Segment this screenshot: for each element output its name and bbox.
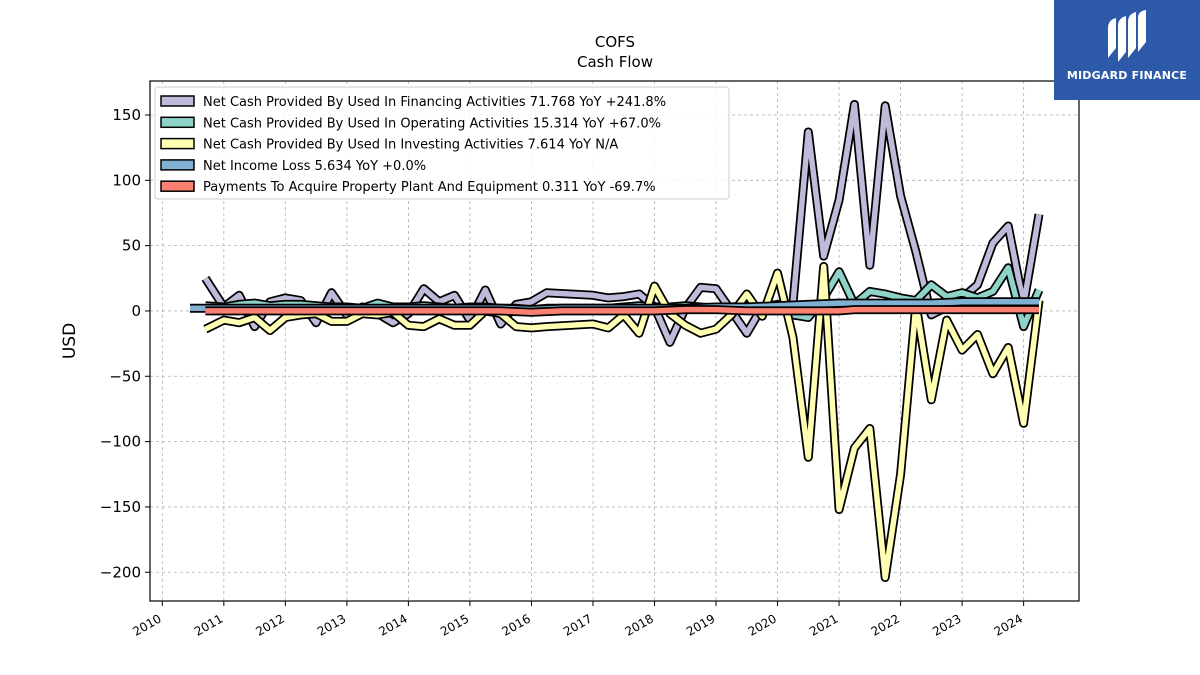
legend-label: Net Cash Provided By Used In Operating A… bbox=[203, 116, 661, 131]
brand-logo: MIDGARD FINANCE bbox=[1054, 0, 1200, 100]
legend-swatch bbox=[160, 116, 195, 129]
x-tick-label: 2017 bbox=[561, 611, 594, 638]
y-tick-label: 150 bbox=[112, 106, 141, 124]
series-line-4 bbox=[205, 306, 1039, 316]
x-tick-label: 2012 bbox=[253, 611, 286, 638]
legend-swatch bbox=[160, 180, 195, 192]
legend-label: Net Income Loss 5.634 YoY +0.0% bbox=[203, 159, 426, 174]
series-lines bbox=[190, 100, 1044, 582]
legend: Net Cash Provided By Used In Financing A… bbox=[154, 86, 730, 200]
y-tick-label: 0 bbox=[131, 302, 141, 320]
y-tick-label: 100 bbox=[112, 171, 141, 189]
y-tick-label: 50 bbox=[122, 237, 141, 255]
legend-swatch bbox=[160, 95, 195, 107]
y-tick-label: −150 bbox=[100, 498, 141, 516]
y-tick-label: −100 bbox=[100, 433, 141, 451]
x-tick-label: 2019 bbox=[684, 611, 717, 638]
legend-box bbox=[154, 86, 730, 200]
legend-swatch bbox=[160, 137, 195, 150]
x-tick-label: 2013 bbox=[315, 611, 348, 638]
x-tick-label: 2014 bbox=[376, 611, 409, 638]
midgard-m-logo-icon bbox=[1108, 10, 1146, 62]
legend-swatch bbox=[160, 159, 195, 171]
x-tick-label: 2021 bbox=[807, 611, 840, 638]
x-tick-label: 2024 bbox=[992, 611, 1025, 638]
legend-label: Payments To Acquire Property Plant And E… bbox=[203, 180, 656, 195]
x-tick-label: 2022 bbox=[869, 611, 902, 638]
x-tick-label: 2020 bbox=[746, 611, 779, 638]
legend-label: Net Cash Provided By Used In Investing A… bbox=[203, 138, 618, 153]
plot-frame bbox=[149, 80, 1080, 602]
series-line-2 bbox=[204, 263, 1042, 581]
logo-text: MIDGARD FINANCE bbox=[1066, 69, 1188, 82]
x-tick-label: 2015 bbox=[438, 611, 471, 638]
chart-title: COFS bbox=[595, 33, 635, 51]
x-tick-label: 2018 bbox=[623, 611, 656, 638]
x-tick-label: 2011 bbox=[192, 611, 225, 638]
legend-label: Net Cash Provided By Used In Financing A… bbox=[203, 95, 666, 110]
chart-subtitle: Cash Flow bbox=[577, 53, 653, 71]
y-tick-label: −50 bbox=[109, 367, 141, 385]
x-tick-label: 2023 bbox=[930, 611, 963, 638]
x-tick-label: 2010 bbox=[130, 611, 163, 638]
x-tick-label: 2016 bbox=[499, 611, 532, 638]
y-axis-label: USD bbox=[60, 323, 80, 359]
y-tick-label: −200 bbox=[100, 563, 141, 581]
